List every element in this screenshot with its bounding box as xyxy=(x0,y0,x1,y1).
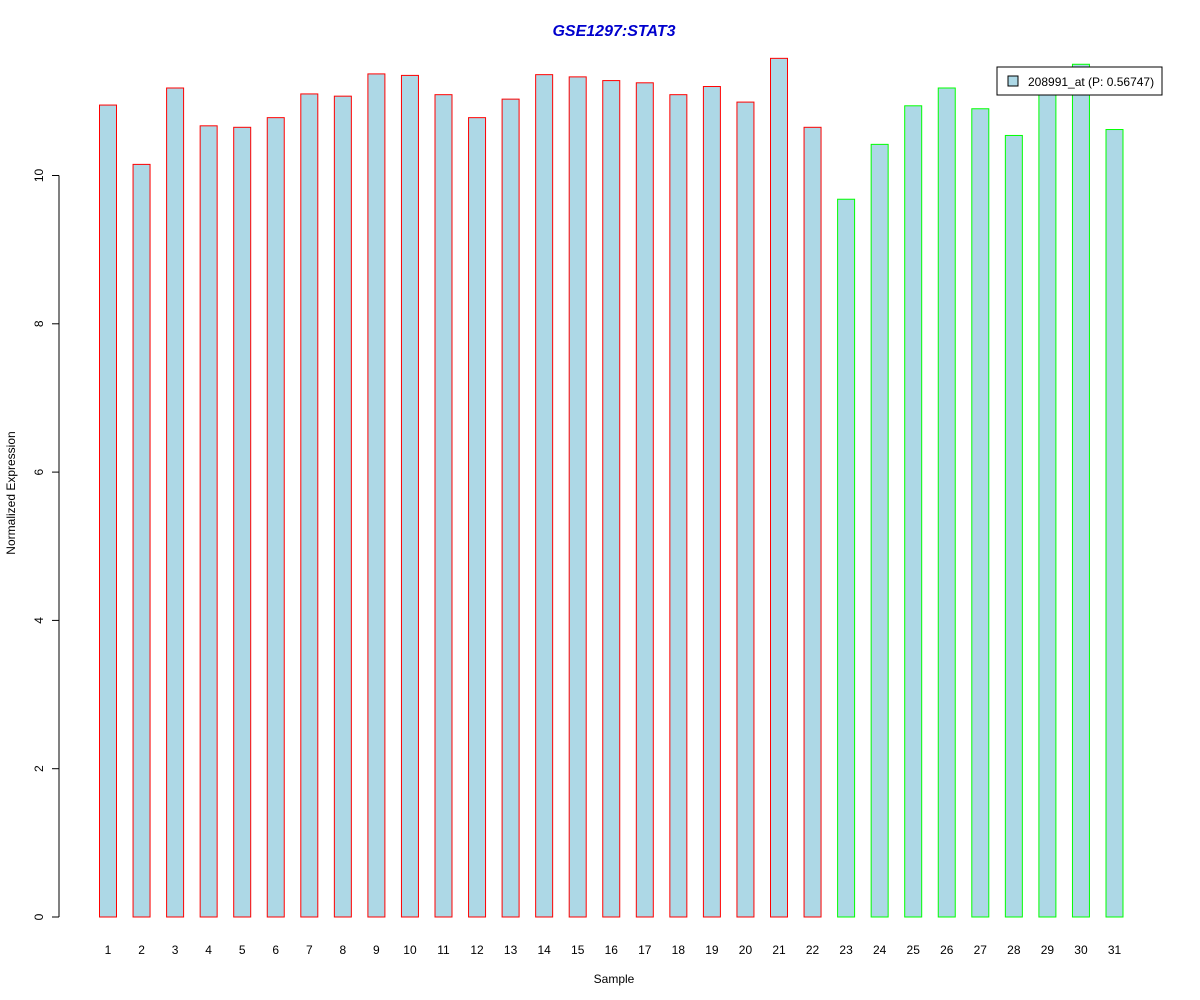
bar-sample-31 xyxy=(1105,129,1124,918)
x-tick-label: 9 xyxy=(373,943,380,957)
bars-group xyxy=(99,57,1124,918)
bar-sample-29 xyxy=(1038,93,1057,918)
y-tick-label: 0 xyxy=(32,913,46,920)
x-tick-label: 31 xyxy=(1108,943,1122,957)
legend-box xyxy=(996,66,1163,96)
bar-sample-30 xyxy=(1071,63,1090,918)
bar-sample-21 xyxy=(770,57,788,918)
x-tick-label: 17 xyxy=(638,943,652,957)
x-tick-label: 7 xyxy=(306,943,313,957)
x-tick-label: 2 xyxy=(138,943,145,957)
x-tick-label: 13 xyxy=(504,943,518,957)
x-tick-label: 1 xyxy=(105,943,112,957)
bar-sample-23 xyxy=(837,198,856,918)
bar-sample-13 xyxy=(501,98,520,918)
bar-sample-1 xyxy=(99,104,117,918)
x-tick-label: 3 xyxy=(172,943,179,957)
y-axis-label: Normalized Expression xyxy=(4,431,18,554)
legend-label: 208991_at (P: 0.56747) xyxy=(1028,75,1154,89)
bar-sample-20 xyxy=(736,101,755,918)
legend: 208991_at (P: 0.56747) xyxy=(996,66,1163,96)
bar-sample-11 xyxy=(434,94,453,918)
x-tick-label: 16 xyxy=(605,943,619,957)
bar-sample-9 xyxy=(367,73,386,918)
x-tick-label: 5 xyxy=(239,943,246,957)
bar-sample-7 xyxy=(300,93,319,918)
x-tick-label: 11 xyxy=(437,943,450,957)
x-tick-label: 24 xyxy=(873,943,887,957)
x-tick-label: 15 xyxy=(571,943,585,957)
bar-sample-19 xyxy=(702,86,721,918)
bar-sample-18 xyxy=(669,94,688,918)
bar-sample-6 xyxy=(266,117,285,918)
chart-title: GSE1297:STAT3 xyxy=(552,23,675,40)
y-tick-label: 8 xyxy=(32,320,46,327)
x-tick-label: 10 xyxy=(403,943,417,957)
x-tick-label: 22 xyxy=(806,943,820,957)
x-tick-label: 4 xyxy=(205,943,212,957)
y-tick-label: 2 xyxy=(32,765,46,772)
x-tick-label: 29 xyxy=(1041,943,1055,957)
bar-sample-2 xyxy=(132,163,151,918)
x-tick-label: 6 xyxy=(272,943,279,957)
x-tick-label: 28 xyxy=(1007,943,1021,957)
bar-sample-4 xyxy=(199,125,218,918)
bar-sample-26 xyxy=(937,87,956,918)
y-tick-label: 4 xyxy=(32,617,46,624)
bar-sample-3 xyxy=(166,87,185,918)
y-tick-label: 6 xyxy=(32,468,46,475)
x-tick-label: 18 xyxy=(672,943,686,957)
x-tick-label: 27 xyxy=(974,943,988,957)
bar-sample-25 xyxy=(904,105,923,918)
bar-sample-17 xyxy=(635,82,654,918)
x-tick-label: 30 xyxy=(1074,943,1088,957)
x-tick-label: 25 xyxy=(907,943,921,957)
bar-sample-22 xyxy=(803,126,822,918)
bar-sample-10 xyxy=(400,74,419,918)
legend-swatch xyxy=(1007,75,1019,87)
x-tick-label: 14 xyxy=(537,943,551,957)
bar-sample-16 xyxy=(602,80,621,918)
bar-sample-28 xyxy=(1004,134,1023,918)
bar-sample-24 xyxy=(870,143,889,918)
x-axis-label: Sample xyxy=(594,972,635,986)
x-tick-label: 23 xyxy=(839,943,853,957)
bar-sample-5 xyxy=(233,126,252,918)
x-tick-labels: 1 2 3 4 5 6 7 8 9 10 11 12 13 14 15 16 17 18 19 20 21 22 23 24 2… xyxy=(105,943,1122,957)
x-tick-label: 26 xyxy=(940,943,954,957)
bar-sample-14 xyxy=(535,74,554,918)
bar-sample-27 xyxy=(971,108,990,918)
x-tick-label: 12 xyxy=(470,943,484,957)
x-tick-label: 19 xyxy=(705,943,719,957)
x-tick-label: 21 xyxy=(772,943,786,957)
y-tick-label: 10 xyxy=(32,169,46,183)
bar-sample-12 xyxy=(468,117,487,918)
x-tick-label: 8 xyxy=(340,943,347,957)
x-tick-label: 20 xyxy=(739,943,753,957)
bar-sample-15 xyxy=(568,76,587,918)
y-axis: 0 2 4 6 8 10 xyxy=(32,169,60,920)
bar-sample-8 xyxy=(333,95,352,918)
